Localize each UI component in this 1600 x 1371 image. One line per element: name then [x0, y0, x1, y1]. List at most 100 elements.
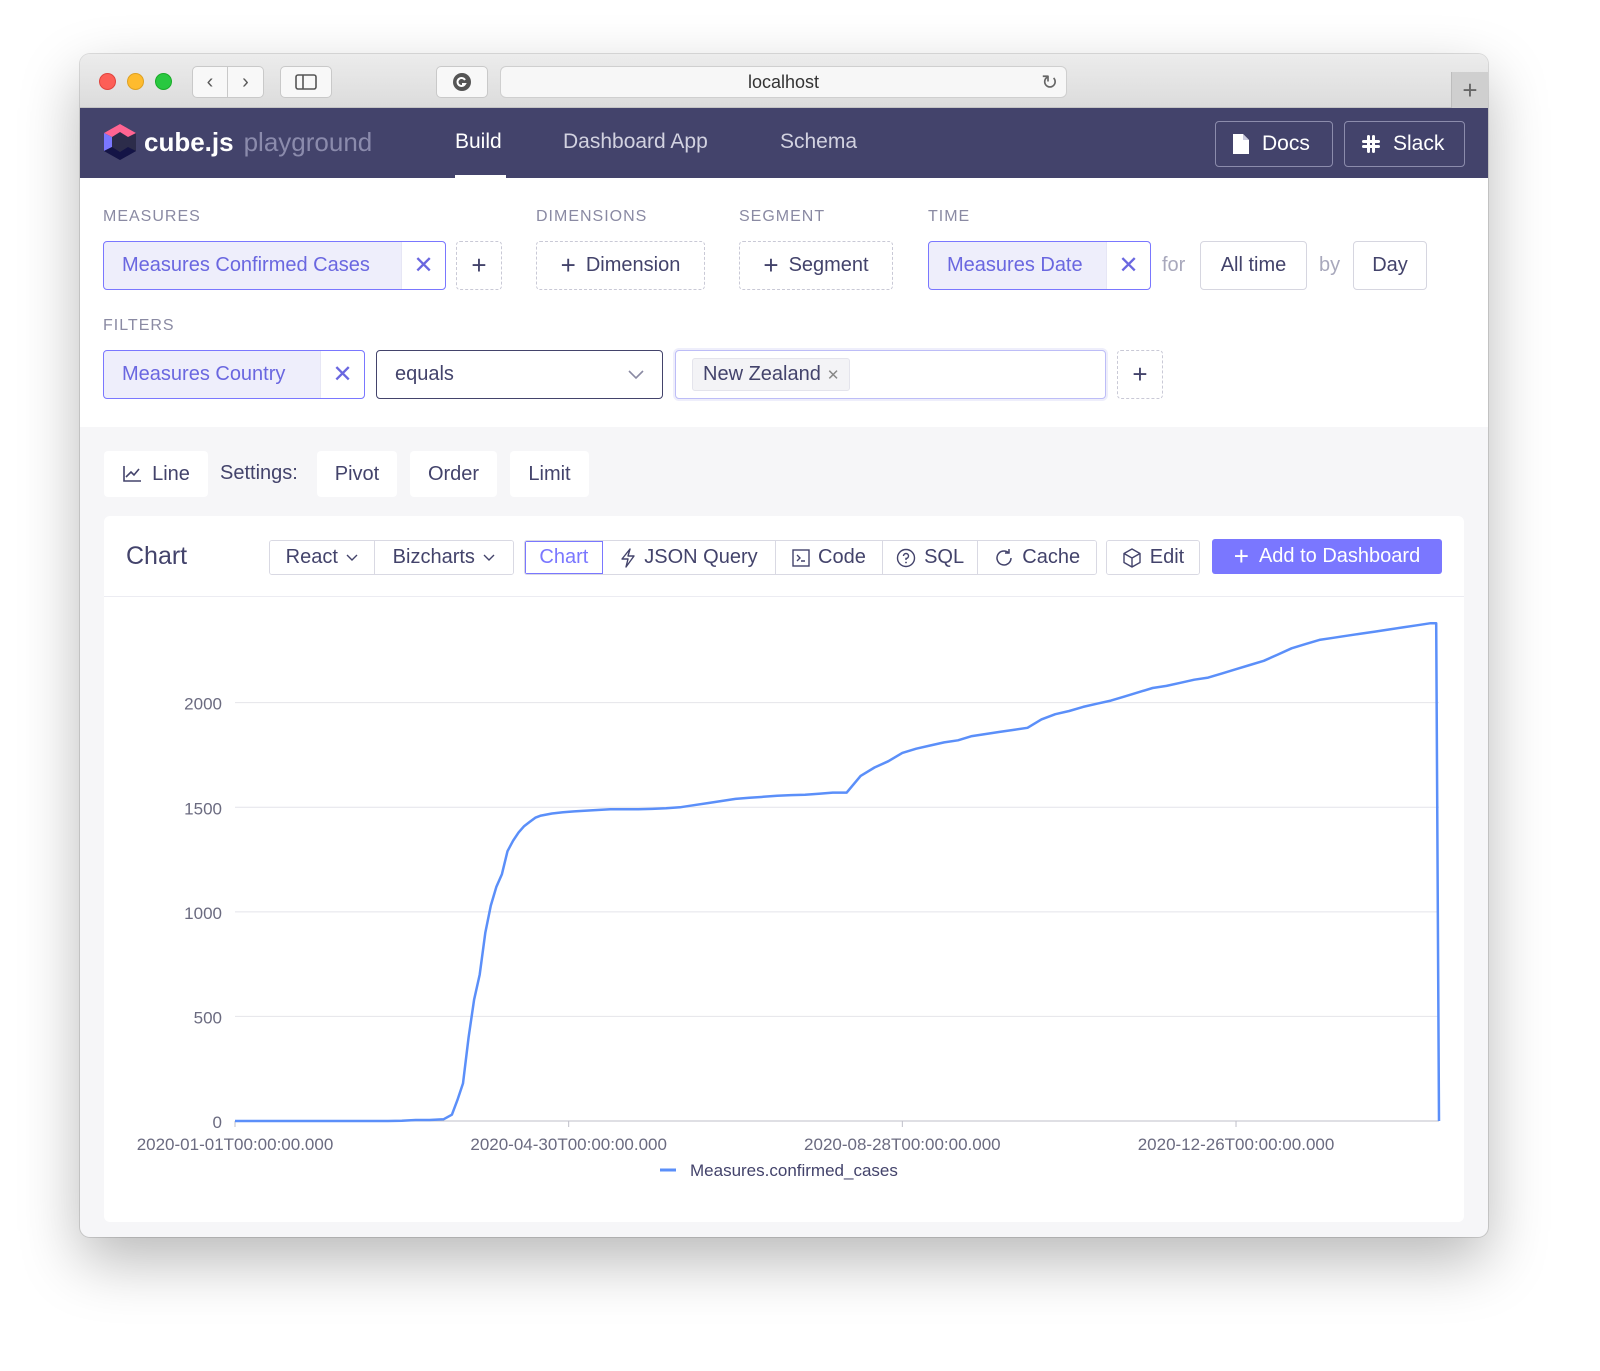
grammarly-icon [453, 73, 471, 91]
docs-label: Docs [1262, 132, 1310, 155]
edit-button[interactable]: Edit [1107, 541, 1199, 574]
url-text: localhost [747, 71, 820, 92]
measure-chip[interactable]: Measures Confirmed Cases ✕ [103, 241, 446, 290]
settings-label: Settings: [220, 462, 298, 484]
tab-json-query[interactable]: JSON Query [602, 541, 777, 574]
chevron-down-icon [483, 554, 495, 561]
dimensions-label: DIMENSIONS [536, 208, 648, 225]
time-dimension-chip[interactable]: Measures Date ✕ [928, 241, 1151, 290]
x-tick-label: 2020-04-30T00:00:00.000 [470, 1135, 667, 1154]
chart-library-select[interactable]: Bizcharts [374, 541, 513, 574]
tab-json-query-label: JSON Query [644, 546, 758, 568]
tab-cache[interactable]: Cache [978, 541, 1096, 574]
forward-button[interactable]: › [228, 66, 264, 98]
maximize-window-button[interactable] [155, 73, 172, 90]
chart-type-dropdown[interactable]: Line [104, 451, 208, 497]
codesandbox-icon [1123, 547, 1141, 568]
card-title: Chart [126, 542, 188, 570]
plus-icon: + [560, 250, 576, 280]
tab-sql-label: SQL [924, 546, 965, 568]
x-tick-label: 2020-01-01T00:00:00.000 [137, 1135, 334, 1154]
time-label: TIME [928, 208, 971, 225]
tab-code-label: Code [818, 546, 866, 568]
code-icon [792, 548, 810, 567]
sidebar-icon [295, 74, 317, 90]
sidebar-toggle-button[interactable] [280, 66, 332, 98]
add-filter-button[interactable]: + [1117, 350, 1163, 399]
remove-tag-icon[interactable]: ✕ [826, 366, 840, 384]
limit-button[interactable]: Limit [510, 451, 589, 497]
nav-build[interactable]: Build [455, 130, 502, 153]
y-tick-label: 0 [213, 1113, 222, 1132]
plus-icon: + [1233, 541, 1249, 571]
remove-filter-icon[interactable]: ✕ [320, 351, 364, 398]
nav-dashboard-app[interactable]: Dashboard App [563, 130, 708, 153]
address-bar[interactable]: localhost ↻ [500, 66, 1067, 98]
y-tick-label: 1500 [184, 799, 222, 818]
filter-values-input[interactable]: New Zealand ✕ [675, 350, 1106, 399]
date-range-select[interactable]: All time [1200, 241, 1307, 290]
tab-sql[interactable]: SQL [882, 541, 979, 574]
close-window-button[interactable] [99, 73, 116, 90]
line-chart-icon [123, 466, 142, 482]
add-segment-button[interactable]: + Segment [739, 241, 893, 290]
framework-label: React [285, 546, 338, 568]
add-to-dashboard-label: Add to Dashboard [1258, 545, 1421, 567]
brand-subtitle: playground [243, 126, 373, 157]
add-segment-label: Segment [788, 254, 869, 276]
legend-label: Measures.confirmed_cases [690, 1161, 898, 1180]
filter-operator-value: equals [395, 363, 454, 385]
remove-time-icon[interactable]: ✕ [1106, 242, 1150, 289]
filter-member-label: Measures Country [122, 363, 286, 385]
add-dimension-label: Dimension [585, 254, 681, 276]
line-chart: 0 500 1000 1500 2000 2020-01-01T00:00:00.000 2… [137, 621, 1441, 1180]
add-to-dashboard-button[interactable]: + Add to Dashboard [1212, 539, 1442, 574]
reload-icon[interactable]: ↻ [1041, 72, 1058, 94]
plus-icon: + [471, 250, 487, 280]
by-label: by [1319, 254, 1341, 276]
logo[interactable]: cube.js playground [102, 122, 372, 162]
edit-group: Edit [1106, 540, 1200, 575]
framework-select[interactable]: React [270, 541, 375, 574]
docs-button[interactable]: Docs [1215, 121, 1333, 167]
measures-label: MEASURES [103, 208, 201, 225]
y-tick-label: 2000 [184, 695, 222, 714]
view-tabs: Chart JSON Query Code SQL Cache [524, 540, 1097, 575]
filter-value-tag[interactable]: New Zealand ✕ [692, 358, 851, 391]
card-divider [104, 596, 1464, 597]
y-tick-label: 1000 [184, 904, 222, 923]
measure-chip-label: Measures Confirmed Cases [122, 254, 370, 276]
time-dimension-label: Measures Date [947, 254, 1083, 276]
for-label: for [1162, 254, 1186, 276]
series-line [235, 621, 1441, 1123]
granularity-select[interactable]: Day [1353, 241, 1427, 290]
edit-label: Edit [1149, 546, 1185, 568]
filter-operator-select[interactable]: equals [376, 350, 663, 399]
add-dimension-button[interactable]: + Dimension [536, 241, 705, 290]
add-measure-button[interactable]: + [456, 241, 502, 290]
back-button[interactable]: ‹ [192, 66, 228, 98]
chevron-down-icon [346, 554, 358, 561]
minimize-window-button[interactable] [127, 73, 144, 90]
x-tick-label: 2020-12-26T00:00:00.000 [1138, 1135, 1335, 1154]
filter-member-chip[interactable]: Measures Country ✕ [103, 350, 365, 399]
tab-cache-label: Cache [1022, 546, 1081, 568]
new-tab-button[interactable]: + [1451, 72, 1488, 108]
chart-card: Chart React Bizcharts Chart JSON Query C… [104, 516, 1464, 1222]
x-tick-label: 2020-08-28T00:00:00.000 [804, 1135, 1001, 1154]
tab-chart[interactable]: Chart [525, 541, 603, 574]
y-tick-label: 500 [194, 1008, 222, 1027]
slack-button[interactable]: Slack [1344, 121, 1465, 167]
remove-measure-icon[interactable]: ✕ [401, 242, 445, 289]
chart-type-label: Line [152, 462, 190, 485]
chevron-down-icon [628, 369, 644, 379]
slack-label: Slack [1393, 132, 1445, 155]
active-nav-indicator [455, 175, 506, 178]
browser-window: ‹ › localhost ↻ + cube.js playground Bui… [80, 54, 1488, 1237]
extension-button[interactable] [436, 66, 488, 98]
tab-code[interactable]: Code [776, 541, 883, 574]
order-button[interactable]: Order [410, 451, 497, 497]
framework-selector-group: React Bizcharts [269, 540, 514, 575]
pivot-button[interactable]: Pivot [317, 451, 397, 497]
nav-schema[interactable]: Schema [780, 130, 858, 153]
